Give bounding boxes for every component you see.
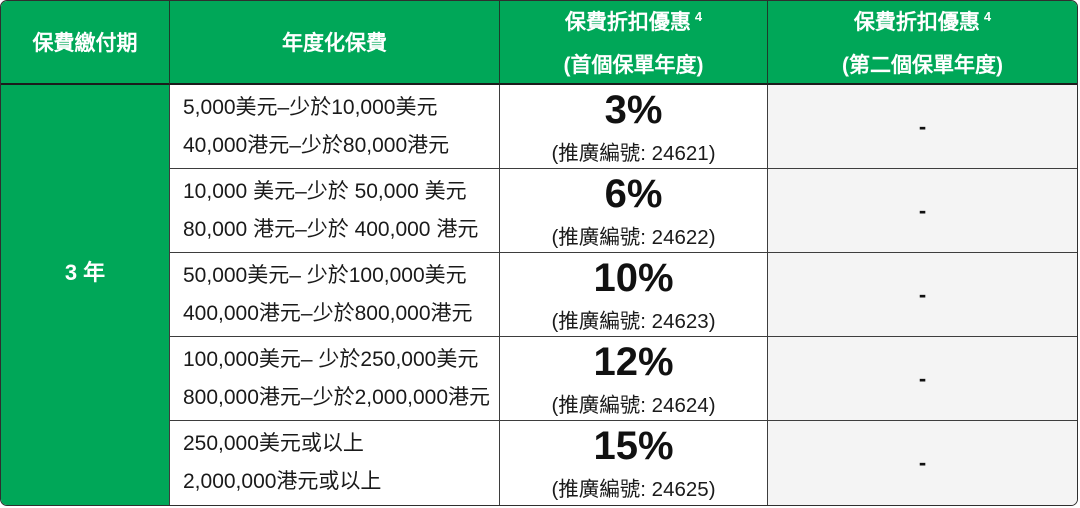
payment-term-value: 3 年 <box>64 260 106 285</box>
tier-hkd: 40,000港元–少於80,000港元 <box>183 133 450 157</box>
header-payment-term-label: 保費繳付期 <box>32 32 138 55</box>
tier-hkd: 80,000 港元–少於 400,000 港元 <box>183 217 479 241</box>
second-year-value: - <box>918 365 927 391</box>
header-discount-second-subtitle: (第二個保單年度) <box>842 53 1003 77</box>
header-annualized-premium: 年度化保費 <box>170 1 500 85</box>
table-row-4-second-year: - <box>768 337 1077 421</box>
header-discount-second-year: 保費折扣優惠 4 (第二個保單年度) <box>768 1 1077 85</box>
discount-percent: 12% <box>593 339 674 384</box>
header-discount-first-title: 保費折扣優惠 4 <box>564 8 703 34</box>
tier-usd: 250,000美元或以上 <box>183 432 364 455</box>
tier-usd: 10,000 美元–少於 50,000 美元 <box>183 179 467 203</box>
promo-code: (推廣編號: 24625) <box>551 478 716 501</box>
header-discount-first-year: 保費折扣優惠 4 (首個保單年度) <box>500 1 768 85</box>
table-row-3-second-year: - <box>768 253 1077 337</box>
header-discount-second-title: 保費折扣優惠 4 <box>853 8 992 34</box>
table-row-1-tier: 5,000美元–少於10,000美元 40,000港元–少於80,000港元 <box>170 85 500 169</box>
second-year-value: - <box>918 450 927 475</box>
table-row-4-discount: 12% (推廣編號: 24624) <box>500 337 768 421</box>
footnote-4-marker: 4 <box>694 8 703 24</box>
footnote-4-marker: 4 <box>983 8 992 24</box>
tier-hkd: 2,000,000港元或以上 <box>183 470 382 493</box>
tier-hkd: 800,000港元–少於2,000,000港元 <box>183 385 491 409</box>
tier-usd: 100,000美元– 少於250,000美元 <box>183 347 479 371</box>
table-row-1-second-year: - <box>768 85 1077 169</box>
tier-usd: 5,000美元–少於10,000美元 <box>183 95 438 119</box>
header-annualized-premium-label: 年度化保費 <box>282 32 387 55</box>
promo-code: (推廣編號: 24624) <box>551 393 716 417</box>
table-row-5-discount: 15% (推廣編號: 24625) <box>500 421 768 505</box>
discount-percent: 6% <box>604 171 663 216</box>
second-year-value: - <box>918 113 927 139</box>
tier-usd: 50,000美元– 少於100,000美元 <box>183 263 467 287</box>
table-row-1-discount: 3% (推廣編號: 24621) <box>500 85 768 169</box>
second-year-value: - <box>918 197 927 223</box>
promo-code: (推廣編號: 24622) <box>551 225 716 249</box>
discount-percent: 3% <box>604 87 663 132</box>
header-discount-first-subtitle: (首個保單年度) <box>563 53 704 77</box>
promo-code: (推廣編號: 24621) <box>551 141 716 165</box>
table-row-2-discount: 6% (推廣編號: 24622) <box>500 169 768 253</box>
payment-term-cell: 3 年 <box>1 85 170 505</box>
second-year-value: - <box>918 281 927 307</box>
table-row-5-tier: 250,000美元或以上 2,000,000港元或以上 <box>170 421 500 505</box>
table-row-2-second-year: - <box>768 169 1077 253</box>
discount-percent: 15% <box>593 424 674 468</box>
header-payment-term: 保費繳付期 <box>1 1 170 85</box>
discount-percent: 10% <box>593 255 674 300</box>
table-row-3-tier: 50,000美元– 少於100,000美元 400,000港元–少於800,00… <box>170 253 500 337</box>
tier-hkd: 400,000港元–少於800,000港元 <box>183 301 473 325</box>
promo-code: (推廣編號: 24623) <box>551 309 716 333</box>
table-row-2-tier: 10,000 美元–少於 50,000 美元 80,000 港元–少於 400,… <box>170 169 500 253</box>
table-row-4-tier: 100,000美元– 少於250,000美元 800,000港元–少於2,000… <box>170 337 500 421</box>
table-row-3-discount: 10% (推廣編號: 24623) <box>500 253 768 337</box>
table-row-5-second-year: - <box>768 421 1077 505</box>
